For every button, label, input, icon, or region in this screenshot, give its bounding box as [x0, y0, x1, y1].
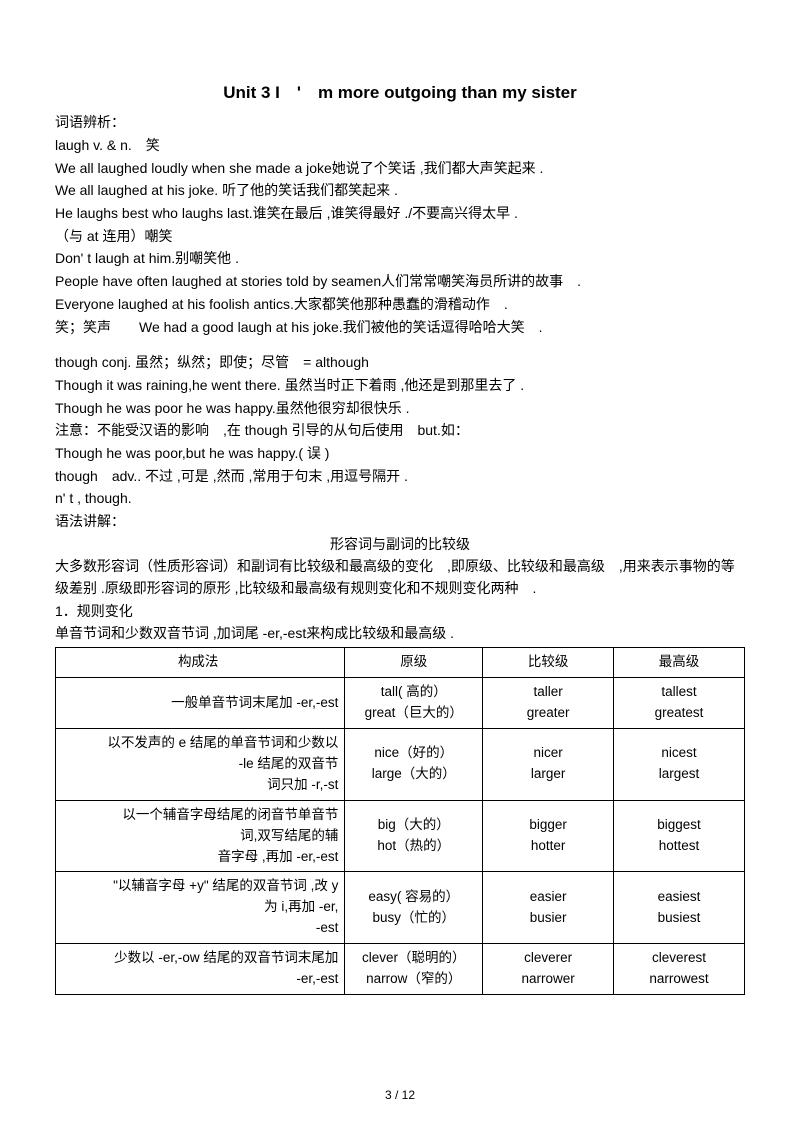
text-line: We all laughed loudly when she made a jo…	[55, 158, 745, 180]
table-cell: biggesthottest	[614, 800, 745, 872]
table-cell: easy( 容易的）busy（忙的）	[345, 872, 483, 944]
table-cell: cleverestnarrowest	[614, 944, 745, 995]
table-cell: easiestbusiest	[614, 872, 745, 944]
table-cell: biggerhotter	[483, 800, 614, 872]
table-row: 以一个辅音字母结尾的闭音节单音节词,双写结尾的辅音字母 ,再加 -er,-est…	[56, 800, 745, 872]
page-number: 3 / 12	[0, 1086, 800, 1105]
text-line: （与 at 连用）嘲笑	[55, 226, 745, 248]
table-cell: tallergreater	[483, 678, 614, 729]
comparison-table: 构成法 原级 比较级 最高级 一般单音节词末尾加 -er,-est tall( …	[55, 647, 745, 995]
table-cell: easierbusier	[483, 872, 614, 944]
text-line: though adv.. 不过 ,可是 ,然而 ,常用于句末 ,用逗号隔开 .	[55, 466, 745, 488]
text-line: Don' t laugh at him.别嘲笑他 .	[55, 248, 745, 270]
table-row: 以不发声的 e 结尾的单音节词和少数以-le 结尾的双音节词只加 -r,-st …	[56, 728, 745, 800]
table-cell: 一般单音节词末尾加 -er,-est	[56, 678, 345, 729]
table-header-row: 构成法 原级 比较级 最高级	[56, 648, 745, 678]
table-cell: nice（好的）large（大的）	[345, 728, 483, 800]
table-cell: nicerlarger	[483, 728, 614, 800]
table-row: 少数以 -er,-ow 结尾的双音节词末尾加-er,-est clever（聪明…	[56, 944, 745, 995]
text-line: n' t , though.	[55, 488, 745, 510]
text-line: 笑；笑声 We had a good laugh at his joke.我们被…	[55, 317, 745, 339]
text-line: 语法讲解：	[55, 511, 745, 533]
table-cell: "以辅音字母 +y" 结尾的双音节词 ,改 y为 i,再加 -er,-est	[56, 872, 345, 944]
table-cell: nicestlargest	[614, 728, 745, 800]
text-line: People have often laughed at stories tol…	[55, 271, 745, 293]
table-cell: tall( 高的）great（巨大的）	[345, 678, 483, 729]
table-row: "以辅音字母 +y" 结尾的双音节词 ,改 y为 i,再加 -er,-est e…	[56, 872, 745, 944]
table-header: 构成法	[56, 648, 345, 678]
table-cell: 以不发声的 e 结尾的单音节词和少数以-le 结尾的双音节词只加 -r,-st	[56, 728, 345, 800]
text-line: Everyone laughed at his foolish antics.大…	[55, 294, 745, 316]
text-line: laugh v. & n. 笑	[55, 135, 745, 157]
table-cell: tallestgreatest	[614, 678, 745, 729]
text-line: We all laughed at his joke. 听了他的笑话我们都笑起来…	[55, 180, 745, 202]
table-header: 原级	[345, 648, 483, 678]
table-cell: big（大的）hot（热的）	[345, 800, 483, 872]
text-line: Though he was poor,but he was happy.( 误 …	[55, 443, 745, 465]
table-cell: cleverernarrower	[483, 944, 614, 995]
table-cell: clever（聪明的）narrow（窄的）	[345, 944, 483, 995]
text-line: 单音节词和少数双音节词 ,加词尾 -er,-est来构成比较级和最高级 .	[55, 623, 745, 645]
text-line: Though it was raining,he went there. 虽然当…	[55, 375, 745, 397]
text-line: though conj. 虽然；纵然；即使；尽管 = although	[55, 352, 745, 374]
text-line: 词语辨析：	[55, 112, 745, 134]
section-heading: 形容词与副词的比较级	[55, 534, 745, 556]
table-header: 比较级	[483, 648, 614, 678]
text-line: 注意：不能受汉语的影响 ,在 though 引导的从句后使用 but.如：	[55, 420, 745, 442]
table-cell: 少数以 -er,-ow 结尾的双音节词末尾加-er,-est	[56, 944, 345, 995]
page-title: Unit 3 I ' m more outgoing than my siste…	[55, 80, 745, 106]
text-line: Though he was poor he was happy.虽然他很穷却很快…	[55, 398, 745, 420]
text-line: 大多数形容词（性质形容词）和副词有比较级和最高级的变化 ,即原级、比较级和最高级…	[55, 556, 745, 599]
table-row: 一般单音节词末尾加 -er,-est tall( 高的）great（巨大的） t…	[56, 678, 745, 729]
text-line: He laughs best who laughs last.谁笑在最后 ,谁笑…	[55, 203, 745, 225]
text-line: 1．规则变化	[55, 601, 745, 623]
table-cell: 以一个辅音字母结尾的闭音节单音节词,双写结尾的辅音字母 ,再加 -er,-est	[56, 800, 345, 872]
table-header: 最高级	[614, 648, 745, 678]
